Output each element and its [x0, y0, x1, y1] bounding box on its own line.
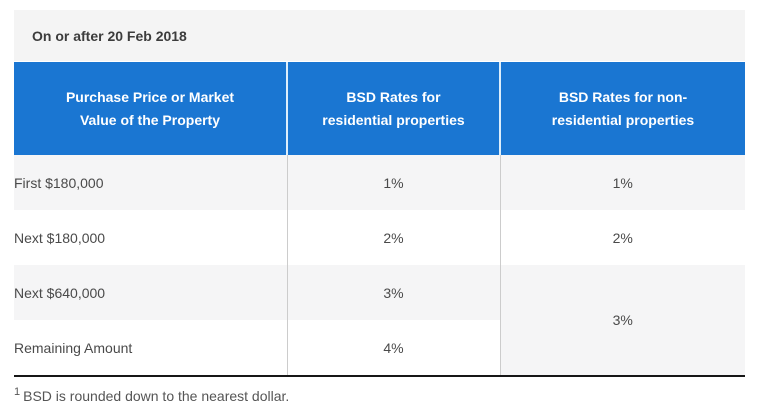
- residential-rate-cell: 1%: [286, 155, 500, 210]
- col-header-purchase-price: Purchase Price or Market Value of the Pr…: [14, 62, 287, 155]
- tier-cell: Next $180,000: [14, 210, 287, 265]
- table-row: Remaining Amount 4%: [14, 320, 745, 376]
- residential-rate-cell: 3%: [286, 265, 500, 320]
- tier-cell: Remaining Amount: [14, 320, 287, 376]
- non-residential-rate-cell: 1%: [499, 155, 745, 210]
- residential-rate-cell: 4%: [286, 320, 500, 376]
- table-row: First $180,000 1% 1%: [14, 155, 745, 210]
- footnote: 1 BSD is rounded down to the nearest doll…: [14, 386, 745, 406]
- tier-cell: Next $640,000: [14, 265, 287, 320]
- non-residential-rate-cell-merged: 3%: [499, 265, 745, 376]
- tier-cell: First $180,000: [14, 155, 287, 210]
- header-row: Purchase Price or Market Value of the Pr…: [14, 62, 745, 155]
- table-row: Next $180,000 2% 2%: [14, 210, 745, 265]
- bsd-rates-section: On or after 20 Feb 2018 Purchase Price o…: [14, 10, 745, 377]
- col-header-residential-rates: BSD Rates for residential properties: [286, 62, 500, 155]
- table-row: Next $640,000 3% 3%: [14, 265, 745, 376]
- footnote-marker: 1: [14, 386, 21, 399]
- bsd-rates-table: Purchase Price or Market Value of the Pr…: [14, 62, 745, 377]
- non-residential-rate-cell: 2%: [499, 210, 745, 265]
- footnote-text: BSD is rounded down to the nearest dolla…: [23, 388, 290, 404]
- residential-rate-cell: 2%: [286, 210, 500, 265]
- col-header-non-residential-rates: BSD Rates for non- residential propertie…: [499, 62, 745, 155]
- table-title: On or after 20 Feb 2018: [14, 10, 745, 62]
